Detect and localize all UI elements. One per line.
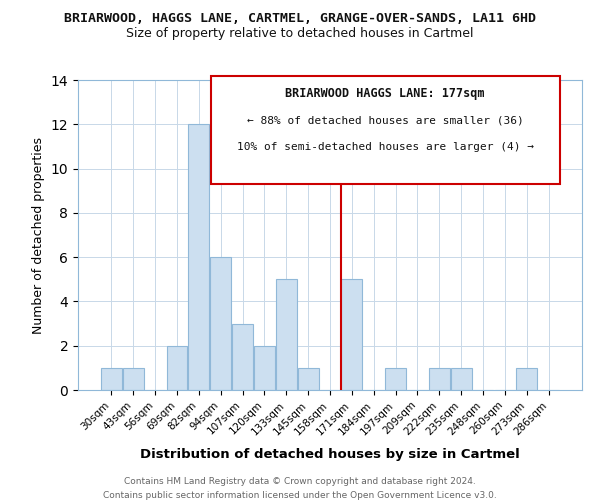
Bar xyxy=(123,368,143,390)
Text: Contains HM Land Registry data © Crown copyright and database right 2024.: Contains HM Land Registry data © Crown c… xyxy=(124,478,476,486)
Bar xyxy=(232,324,253,390)
Bar xyxy=(188,124,209,390)
Bar xyxy=(385,368,406,390)
Bar xyxy=(276,280,296,390)
Bar xyxy=(298,368,319,390)
Y-axis label: Number of detached properties: Number of detached properties xyxy=(32,136,45,334)
Text: ← 88% of detached houses are smaller (36): ← 88% of detached houses are smaller (36… xyxy=(247,116,524,126)
Bar xyxy=(210,257,231,390)
Bar xyxy=(101,368,122,390)
Text: BRIARWOOD HAGGS LANE: 177sqm: BRIARWOOD HAGGS LANE: 177sqm xyxy=(286,86,485,100)
Text: 10% of semi-detached houses are larger (4) →: 10% of semi-detached houses are larger (… xyxy=(237,142,534,152)
Bar xyxy=(517,368,537,390)
Bar xyxy=(451,368,472,390)
Text: Size of property relative to detached houses in Cartmel: Size of property relative to detached ho… xyxy=(126,28,474,40)
Bar xyxy=(341,280,362,390)
Bar xyxy=(167,346,187,390)
X-axis label: Distribution of detached houses by size in Cartmel: Distribution of detached houses by size … xyxy=(140,448,520,460)
Bar xyxy=(254,346,275,390)
Bar xyxy=(429,368,450,390)
Text: Contains public sector information licensed under the Open Government Licence v3: Contains public sector information licen… xyxy=(103,491,497,500)
Text: BRIARWOOD, HAGGS LANE, CARTMEL, GRANGE-OVER-SANDS, LA11 6HD: BRIARWOOD, HAGGS LANE, CARTMEL, GRANGE-O… xyxy=(64,12,536,26)
Bar xyxy=(211,76,560,184)
